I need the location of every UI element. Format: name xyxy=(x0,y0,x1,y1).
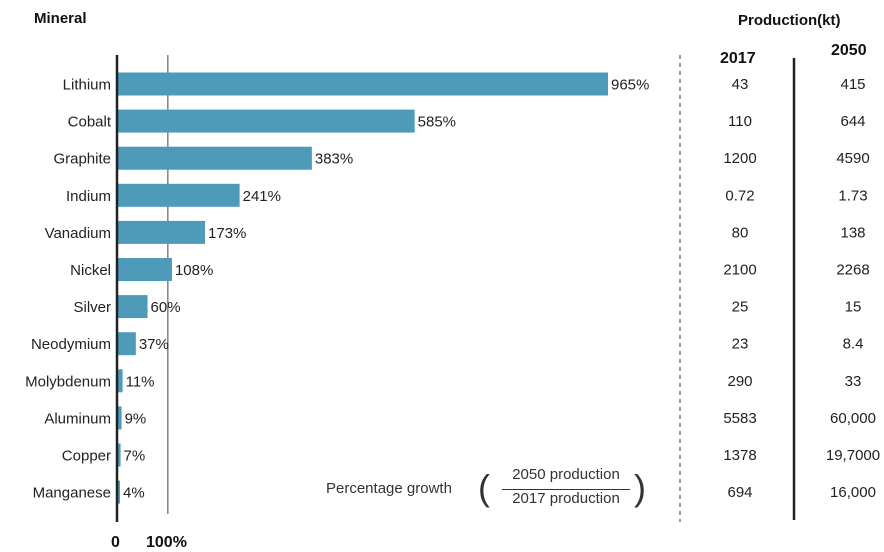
category-label: Copper xyxy=(62,448,111,465)
bar-cobalt xyxy=(117,109,415,133)
production-2050-cell: 60,000 xyxy=(830,410,876,427)
production-2050-cell: 1.73 xyxy=(838,187,867,204)
legend-fraction-bar xyxy=(502,489,630,490)
production-2050-cell: 4590 xyxy=(836,150,869,167)
legend-formula: Percentage growth ( 2050 production 2017… xyxy=(326,466,656,518)
category-label: Lithium xyxy=(63,77,111,94)
legend-close-paren: ) xyxy=(634,467,646,508)
bar-indium xyxy=(117,183,240,207)
production-2017-cell: 0.72 xyxy=(725,187,754,204)
value-label: 108% xyxy=(175,262,213,279)
bar-manganese xyxy=(117,480,120,504)
production-2017-cell: 694 xyxy=(727,484,752,501)
value-label: 60% xyxy=(151,299,181,316)
production-2050-cell: 644 xyxy=(840,113,865,130)
production-2050-cell: 8.4 xyxy=(843,336,864,353)
year-2017-header: 2017 xyxy=(720,50,756,67)
value-label: 383% xyxy=(315,151,353,168)
production-2050-cell: 415 xyxy=(840,76,865,93)
value-label: 37% xyxy=(139,336,169,353)
production-2050-cell: 138 xyxy=(840,224,865,241)
category-label: Silver xyxy=(73,299,111,316)
bar-copper xyxy=(117,443,121,467)
value-label: 9% xyxy=(125,410,147,427)
production-header: Production(kt) xyxy=(738,12,841,29)
value-label: 241% xyxy=(243,188,281,205)
value-label: 7% xyxy=(124,448,146,465)
production-2050-cell: 19,7000 xyxy=(826,447,880,464)
production-2017-cell: 23 xyxy=(732,336,749,353)
production-2017-cell: 2100 xyxy=(723,262,756,279)
year-2050-header: 2050 xyxy=(831,42,867,59)
bar-aluminum xyxy=(117,406,122,430)
bar-vanadium xyxy=(117,220,206,244)
bar-graphite xyxy=(117,146,312,170)
production-2017-cell: 43 xyxy=(732,76,749,93)
legend-label: Percentage growth xyxy=(326,480,452,497)
bar-neodymium xyxy=(117,332,136,356)
x-tick-100: 100% xyxy=(146,534,187,551)
category-label: Cobalt xyxy=(68,114,112,131)
production-2050-cell: 2268 xyxy=(836,262,869,279)
category-label: Vanadium xyxy=(45,225,111,242)
production-2017-cell: 25 xyxy=(732,299,749,316)
production-2017-cell: 1200 xyxy=(723,150,756,167)
production-2050-cell: 15 xyxy=(845,299,862,316)
production-2017-cell: 110 xyxy=(728,113,752,130)
category-label: Manganese xyxy=(33,485,111,502)
production-2017-cell: 290 xyxy=(727,373,752,390)
category-label: Graphite xyxy=(53,151,111,168)
value-label: 585% xyxy=(418,114,456,131)
production-2050-cell: 16,000 xyxy=(830,484,876,501)
category-label: Nickel xyxy=(70,262,111,279)
value-label: 965% xyxy=(611,77,649,94)
value-label: 4% xyxy=(123,485,145,502)
bar-silver xyxy=(117,295,148,319)
production-2017-cell: 1378 xyxy=(723,447,756,464)
category-label: Aluminum xyxy=(44,410,111,427)
legend-denominator: 2017 production xyxy=(512,490,620,507)
category-label: Molybdenum xyxy=(25,373,111,390)
production-2017-cell: 80 xyxy=(732,224,749,241)
bar-lithium xyxy=(117,72,608,96)
x-tick-0: 0 xyxy=(111,534,120,551)
value-label: 11% xyxy=(126,373,155,390)
legend-open-paren: ( xyxy=(478,467,490,508)
bar-nickel xyxy=(117,258,172,281)
legend-numerator: 2050 production xyxy=(512,466,620,483)
production-2017-cell: 5583 xyxy=(723,410,756,427)
category-label: Indium xyxy=(66,188,111,205)
bar-molybdenum xyxy=(117,369,123,393)
production-2050-cell: 33 xyxy=(845,373,862,390)
value-label: 173% xyxy=(208,225,246,242)
mineral-header: Mineral xyxy=(34,10,87,27)
category-label: Neodymium xyxy=(31,336,111,353)
